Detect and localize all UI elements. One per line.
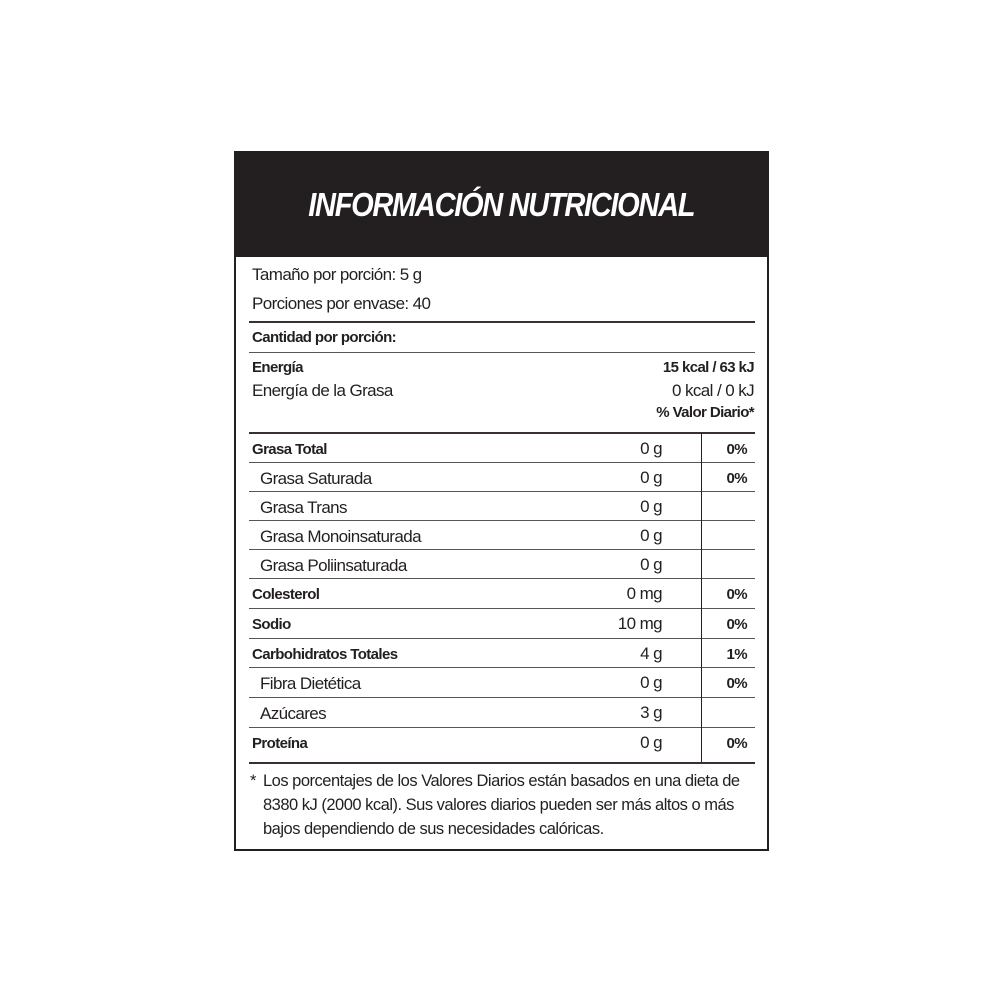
nutrient-amount: 0 g bbox=[640, 468, 662, 487]
divider bbox=[249, 762, 755, 764]
nutrient-amount: 0 g bbox=[640, 555, 662, 574]
nutrient-name: Azúcares bbox=[260, 704, 327, 723]
divider bbox=[249, 432, 755, 434]
nutrient-name: Colesterol bbox=[252, 586, 320, 603]
nutrient-amount: 0 g bbox=[640, 497, 662, 516]
row-divider bbox=[249, 638, 755, 639]
row-divider bbox=[249, 549, 755, 550]
row-divider bbox=[249, 697, 755, 698]
nutrient-amount: 0 g bbox=[640, 526, 662, 545]
nutrient-daily-value: 0% bbox=[726, 616, 748, 633]
row-divider bbox=[249, 667, 755, 668]
amount-per-serving: Cantidad por porción: bbox=[252, 329, 397, 346]
nutrient-daily-value: 0% bbox=[726, 470, 748, 487]
footnote: * Los porcentajes de los Valores Diarios… bbox=[250, 769, 760, 841]
nutrient-name: Grasa Saturada bbox=[260, 469, 372, 488]
nutrient-name: Grasa Poliinsaturada bbox=[260, 556, 407, 575]
row-divider bbox=[249, 491, 755, 492]
nutrient-name: Grasa Total bbox=[252, 441, 327, 458]
energy-label: Energía bbox=[252, 359, 303, 376]
row-divider bbox=[249, 462, 755, 463]
servings-per-container: Porciones por envase: 40 bbox=[252, 294, 431, 313]
footnote-text: Los porcentajes de los Valores Diarios e… bbox=[263, 772, 740, 838]
nutrient-amount: 3 g bbox=[640, 703, 662, 722]
row-divider bbox=[249, 578, 755, 579]
serving-size: Tamaño por porción: 5 g bbox=[252, 265, 422, 284]
daily-value-header: % Valor Diario* bbox=[656, 404, 754, 421]
label-title: INFORMACIÓN NUTRICIONAL bbox=[308, 186, 696, 223]
nutrient-amount: 4 g bbox=[640, 644, 662, 663]
row-divider bbox=[249, 520, 755, 521]
nutrient-name: Fibra Dietética bbox=[260, 674, 361, 693]
nutrient-amount: 0 g bbox=[640, 439, 662, 458]
fat-energy-label: Energía de la Grasa bbox=[252, 381, 393, 400]
nutrient-amount: 0 g bbox=[640, 733, 662, 752]
nutrient-name: Proteína bbox=[252, 735, 308, 752]
nutrient-daily-value: 0% bbox=[726, 586, 748, 603]
label-header: INFORMACIÓN NUTRICIONAL bbox=[236, 153, 767, 257]
nutrient-amount: 0 g bbox=[640, 673, 662, 692]
nutrient-daily-value: 1% bbox=[726, 646, 748, 663]
divider bbox=[249, 321, 755, 323]
nutrient-daily-value: 0% bbox=[726, 735, 748, 752]
nutrient-amount: 10 mg bbox=[617, 614, 663, 633]
nutrient-daily-value: 0% bbox=[726, 441, 748, 458]
nutrient-name: Sodio bbox=[252, 616, 291, 633]
nutrition-facts-label: INFORMACIÓN NUTRICIONAL Tamaño por porci… bbox=[234, 151, 769, 851]
nutrient-amount: 0 mg bbox=[626, 584, 663, 603]
footnote-asterisk: * bbox=[250, 772, 256, 790]
nutrient-name: Grasa Monoinsaturada bbox=[260, 527, 422, 546]
fat-energy-value: 0 kcal / 0 kJ bbox=[672, 381, 755, 400]
energy-value: 15 kcal / 63 kJ bbox=[662, 359, 755, 376]
nutrient-name: Grasa Trans bbox=[260, 498, 348, 517]
nutrient-name: Carbohidratos Totales bbox=[252, 646, 398, 663]
nutrient-daily-value: 0% bbox=[726, 675, 748, 692]
row-divider bbox=[249, 727, 755, 728]
row-divider bbox=[249, 608, 755, 609]
divider bbox=[249, 352, 755, 353]
column-divider bbox=[701, 433, 702, 764]
